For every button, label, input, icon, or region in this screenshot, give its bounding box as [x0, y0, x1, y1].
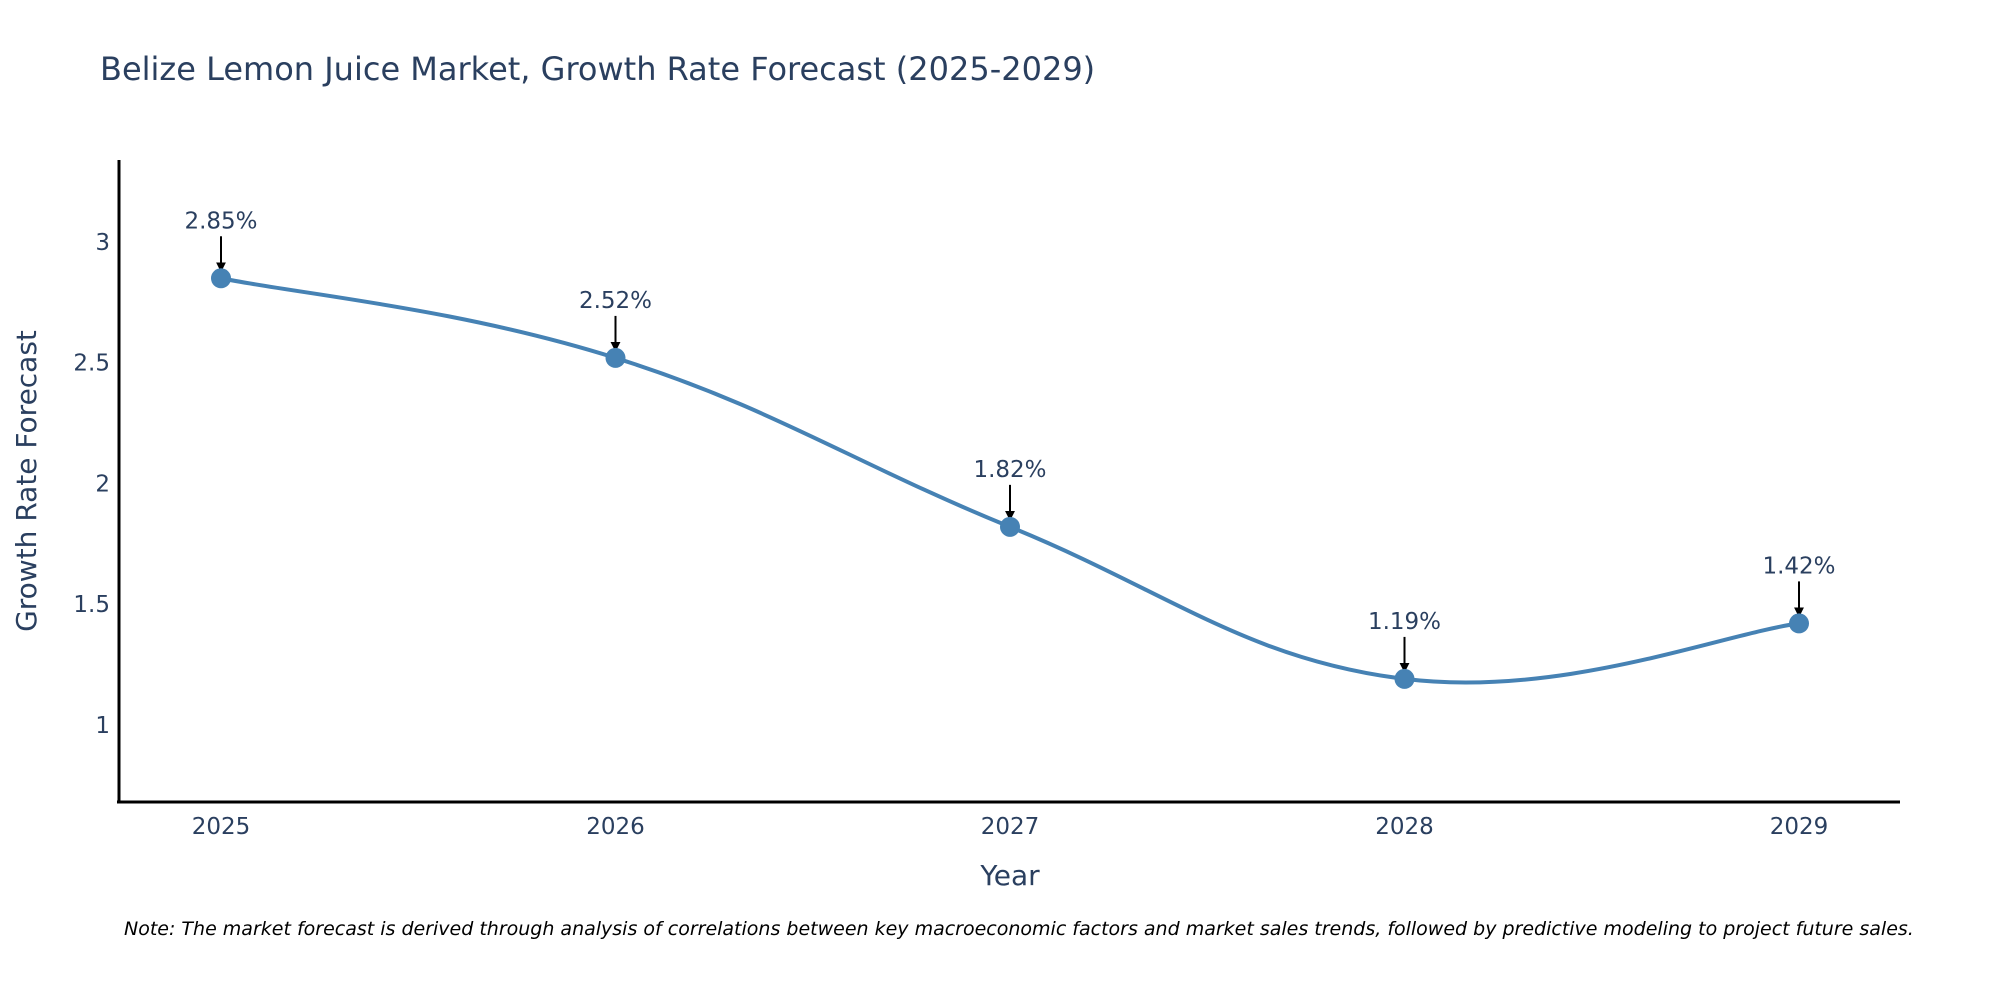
data-point [211, 268, 231, 289]
data-markers [211, 268, 1809, 689]
y-tick-label: 1 [95, 713, 110, 739]
x-tick-label: 2027 [981, 814, 1040, 840]
x-tick-label: 2026 [586, 814, 645, 840]
data-labels: 2.85% 2.52% 1.82% 1.19% 1.42% [184, 208, 1836, 673]
y-tick-label: 3 [95, 230, 110, 256]
data-label: 2.85% [184, 208, 257, 234]
y-tick-label: 1.5 [73, 592, 110, 618]
data-label: 1.19% [1368, 609, 1441, 635]
data-point [605, 347, 626, 368]
data-label: 1.82% [973, 457, 1046, 483]
data-label: 1.42% [1762, 553, 1835, 579]
data-point [1394, 668, 1415, 689]
y-tick-labels: 1 1.5 2 2.5 3 [73, 230, 110, 739]
x-tick-label: 2025 [192, 814, 251, 840]
y-tick-label: 2 [95, 471, 110, 497]
x-tick-label: 2028 [1375, 814, 1434, 840]
footnote: Note: The market forecast is derived thr… [124, 918, 1914, 940]
data-point [1789, 613, 1809, 634]
x-tick-labels: 2025 2026 2027 2028 2029 [192, 814, 1829, 840]
chart-title: Belize Lemon Juice Market, Growth Rate F… [100, 50, 1095, 88]
x-axis-title: Year [979, 859, 1040, 892]
data-point [1000, 516, 1020, 537]
y-tick-label: 2.5 [73, 351, 110, 377]
data-label: 2.52% [579, 288, 652, 314]
y-axis-title: Growth Rate Forecast [10, 330, 43, 632]
x-tick-label: 2029 [1770, 814, 1829, 840]
